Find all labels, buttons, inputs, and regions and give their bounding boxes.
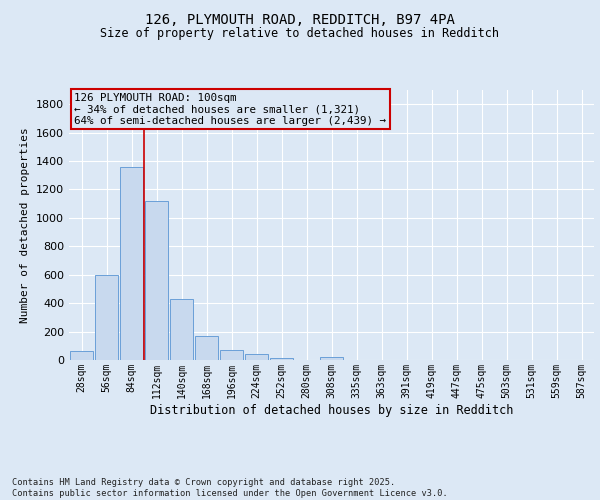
Bar xyxy=(269,358,293,360)
Y-axis label: Number of detached properties: Number of detached properties xyxy=(20,127,31,323)
Text: Size of property relative to detached houses in Redditch: Size of property relative to detached ho… xyxy=(101,28,499,40)
Bar xyxy=(245,354,268,360)
Text: 126 PLYMOUTH ROAD: 100sqm
← 34% of detached houses are smaller (1,321)
64% of se: 126 PLYMOUTH ROAD: 100sqm ← 34% of detac… xyxy=(74,92,386,126)
Bar xyxy=(194,336,218,360)
Bar xyxy=(119,166,143,360)
Bar xyxy=(220,350,244,360)
Bar xyxy=(70,352,94,360)
Bar xyxy=(320,358,343,360)
Text: Contains HM Land Registry data © Crown copyright and database right 2025.
Contai: Contains HM Land Registry data © Crown c… xyxy=(12,478,448,498)
Bar xyxy=(145,201,169,360)
Text: 126, PLYMOUTH ROAD, REDDITCH, B97 4PA: 126, PLYMOUTH ROAD, REDDITCH, B97 4PA xyxy=(145,12,455,26)
Bar xyxy=(95,274,118,360)
Bar xyxy=(170,299,193,360)
X-axis label: Distribution of detached houses by size in Redditch: Distribution of detached houses by size … xyxy=(150,404,513,416)
